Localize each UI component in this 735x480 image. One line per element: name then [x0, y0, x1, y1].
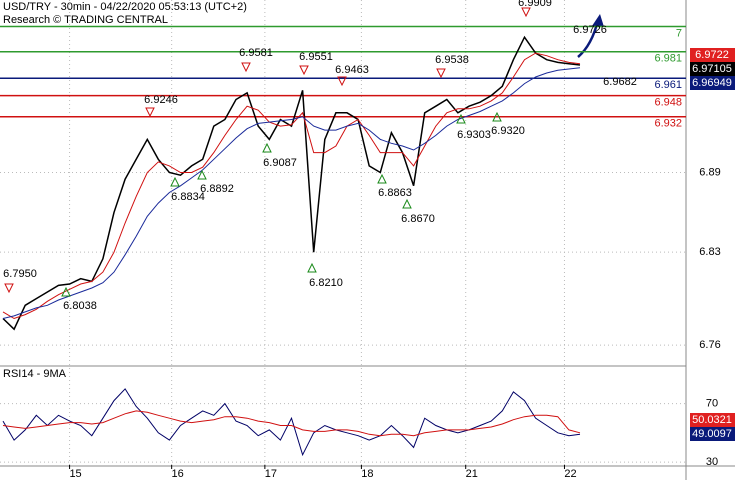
level-label: 7 [676, 27, 682, 39]
annotation: 6.9087 [263, 157, 297, 169]
marker [456, 113, 466, 124]
marker [377, 173, 387, 184]
marker [402, 198, 412, 209]
price-box-label: 6.96949 [692, 77, 732, 89]
y-tick-label: 30 [706, 456, 718, 468]
marker [337, 76, 347, 87]
x-tick-label: 17 [265, 468, 277, 480]
ma-line [2, 67, 581, 319]
annotation: 6.8210 [309, 277, 343, 289]
annotation: 6.9303 [457, 129, 491, 141]
marker [299, 65, 309, 76]
rsi-line [2, 388, 581, 457]
marker [197, 169, 207, 180]
rsi-box [690, 413, 735, 427]
rsi-ma-line [2, 410, 581, 437]
ma-line [2, 52, 581, 320]
x-tick-label: 16 [172, 468, 184, 480]
marker [4, 283, 14, 294]
annotation: 6.8834 [171, 191, 205, 203]
x-tick-label: 18 [361, 468, 373, 480]
x-tick-label: 22 [564, 468, 576, 480]
level-label: 6.948 [654, 96, 682, 108]
annotation: 6.9320 [491, 125, 525, 137]
annotation: 6.9246 [144, 94, 178, 106]
price-box [690, 76, 735, 90]
annotation: 6.9909 [518, 0, 552, 9]
price-box-label: 6.97105 [692, 63, 732, 75]
x-tick-label: 21 [466, 468, 478, 480]
annotation: 6.8863 [378, 187, 412, 199]
annotation: 6.9551 [299, 51, 333, 63]
marker [145, 107, 155, 118]
annotation: 6.9538 [435, 54, 469, 66]
price-line [2, 35, 581, 331]
y-tick-label: 6.83 [699, 246, 720, 258]
y-tick-label: 70 [706, 397, 718, 409]
rsi-title: RSI14 - 9MA [3, 368, 67, 380]
annotation: 6.9682 [603, 76, 637, 88]
rsi-box [690, 427, 735, 441]
rsi-box-label: 50.0321 [692, 414, 732, 426]
marker [492, 111, 502, 122]
price-box [690, 62, 735, 76]
annotation: 6.7950 [3, 268, 37, 280]
marker [241, 62, 251, 73]
annotation: 6.9726 [573, 24, 607, 36]
price-box-label: 6.9722 [695, 49, 729, 61]
x-tick-label: 15 [69, 468, 81, 480]
annotation: 6.8038 [63, 300, 97, 312]
price-box [690, 48, 735, 62]
level-label: 6.932 [654, 118, 682, 130]
rsi-box-label: 49.0097 [692, 428, 732, 440]
level-label: 6.961 [654, 79, 682, 91]
marker [521, 7, 531, 18]
chart-title: USD/TRY - 30min - 04/22/2020 05:53:13 (U… [3, 1, 247, 13]
y-tick-label: 6.76 [699, 339, 720, 351]
marker [436, 68, 446, 79]
arrow-head [592, 14, 604, 27]
marker [61, 286, 71, 297]
marker [262, 142, 272, 153]
annotation: 6.9581 [239, 47, 273, 59]
annotation: 6.9463 [335, 64, 369, 76]
annotation: 6.8892 [200, 183, 234, 195]
marker [170, 176, 180, 187]
y-tick-label: 6.89 [699, 166, 720, 178]
annotation: 6.8670 [401, 213, 435, 225]
marker [307, 262, 317, 273]
chart-subtitle: Research © TRADING CENTRAL [3, 14, 168, 26]
level-label: 6.981 [654, 53, 682, 65]
